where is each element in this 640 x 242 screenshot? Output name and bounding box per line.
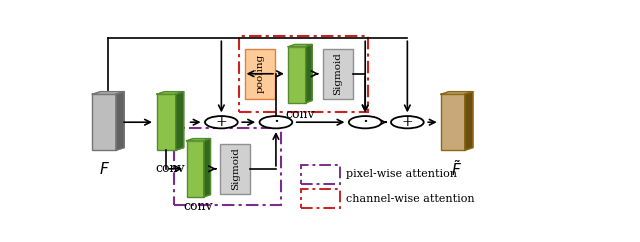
Bar xyxy=(245,49,275,99)
Circle shape xyxy=(260,116,292,128)
Text: Sigmoid: Sigmoid xyxy=(333,52,342,95)
Text: conv: conv xyxy=(156,162,185,175)
Circle shape xyxy=(205,116,237,128)
Text: $F$: $F$ xyxy=(99,161,110,177)
Bar xyxy=(174,128,281,205)
Polygon shape xyxy=(204,139,211,197)
Polygon shape xyxy=(116,92,124,150)
Polygon shape xyxy=(288,45,312,47)
Text: +: + xyxy=(401,115,413,129)
Text: Sigmoid: Sigmoid xyxy=(231,147,240,190)
Bar xyxy=(239,37,368,112)
Polygon shape xyxy=(187,139,211,141)
Text: channel-wise attention: channel-wise attention xyxy=(346,194,475,204)
Polygon shape xyxy=(441,92,473,94)
Polygon shape xyxy=(157,92,184,94)
Text: conv: conv xyxy=(285,108,315,121)
Polygon shape xyxy=(306,45,312,103)
Polygon shape xyxy=(465,92,473,150)
Text: $\tilde{F}$: $\tilde{F}$ xyxy=(451,159,463,179)
Polygon shape xyxy=(92,92,124,94)
Text: conv: conv xyxy=(184,200,213,213)
Bar xyxy=(323,49,353,99)
Polygon shape xyxy=(176,92,184,150)
Bar xyxy=(220,144,250,194)
Circle shape xyxy=(391,116,424,128)
Circle shape xyxy=(349,116,381,128)
Bar xyxy=(157,94,176,150)
Text: pooling: pooling xyxy=(255,54,264,93)
Text: pixel-wise attention: pixel-wise attention xyxy=(346,169,458,179)
Bar xyxy=(187,141,204,197)
Bar xyxy=(441,94,465,150)
Text: ·: · xyxy=(273,113,279,131)
Text: +: + xyxy=(216,115,227,129)
Bar xyxy=(301,189,340,208)
Text: ·: · xyxy=(362,113,368,131)
Bar xyxy=(92,94,116,150)
Bar xyxy=(301,165,340,184)
Bar xyxy=(288,47,306,103)
